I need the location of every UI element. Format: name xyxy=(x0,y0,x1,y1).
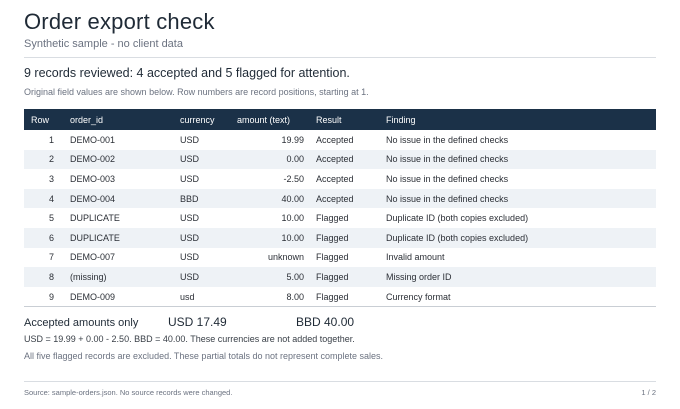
cell-result: Accepted xyxy=(316,134,354,145)
cell-amount: 5.00 xyxy=(286,271,304,282)
table-row: 5 DUPLICATE USD 10.00 Flagged Duplicate ID (b… xyxy=(24,208,656,228)
cell-finding: No issue in the defined checks xyxy=(386,134,509,145)
table-row: 4 DEMO-004 BBD 40.00 Accepted No issue in the… xyxy=(24,188,656,209)
cell-result: Accepted xyxy=(316,154,354,165)
column-header-currency: currency xyxy=(180,114,215,125)
cell-currency: USD xyxy=(180,232,200,243)
page-title: Order export check xyxy=(24,9,215,34)
cell-finding: Invalid amount xyxy=(386,252,445,263)
totals-calculation: USD = 19.99 + 0.00 - 2.50. BBD = 40.00. … xyxy=(24,334,355,344)
cell-order-id: (missing) xyxy=(70,271,107,282)
cell-finding: No issue in the defined checks xyxy=(386,193,509,204)
cell-currency: usd xyxy=(180,291,195,302)
cell-result: Accepted xyxy=(316,173,354,184)
cell-row-number: 8 xyxy=(48,271,54,282)
cell-row-number: 6 xyxy=(48,232,54,243)
cell-amount: 19.99 xyxy=(281,134,304,145)
cell-order-id: DUPLICATE xyxy=(70,232,120,243)
cell-amount: unknown xyxy=(267,252,304,263)
cell-row-number: 7 xyxy=(48,252,54,263)
table-row: 3 DEMO-003 USD -2.50 Accepted No issue in the… xyxy=(24,169,656,189)
cell-result: Flagged xyxy=(316,271,349,282)
table-note: Original field values are shown below. R… xyxy=(24,87,369,97)
cell-row-number: 1 xyxy=(48,134,54,145)
cell-currency: USD xyxy=(180,271,200,282)
cell-row-number: 2 xyxy=(48,154,54,165)
cell-order-id: DUPLICATE xyxy=(70,213,120,224)
cell-row-number: 9 xyxy=(48,291,54,302)
cell-amount: 8.00 xyxy=(286,291,304,302)
cell-finding: No issue in the defined checks xyxy=(386,173,509,184)
accepted-totals: Accepted amounts only USD 17.49 BBD 40.0… xyxy=(24,315,354,329)
summary-text: 9 records reviewed: 4 accepted and 5 fla… xyxy=(24,66,350,80)
column-header-row: Row xyxy=(31,114,50,125)
source-note: Source: sample-orders.json. No source re… xyxy=(24,388,233,397)
table-row: 8 (missing) USD 5.00 Flagged Missing order ID xyxy=(24,267,656,287)
column-header-result: Result xyxy=(316,114,342,125)
cell-amount: 40.00 xyxy=(281,193,304,204)
cell-order-id: DEMO-002 xyxy=(70,154,116,165)
total-usd: USD 17.49 xyxy=(168,315,227,329)
footer-divider xyxy=(24,381,656,382)
cell-currency: USD xyxy=(180,213,200,224)
cell-amount: 10.00 xyxy=(281,232,304,243)
cell-result: Accepted xyxy=(316,193,354,204)
records-table: Row order_id currency amount (text) Resu… xyxy=(24,109,656,306)
cell-currency: USD xyxy=(180,134,200,145)
cell-amount: 0.00 xyxy=(286,154,304,165)
cell-order-id: DEMO-007 xyxy=(70,252,116,263)
table-row: 9 DEMO-009 usd 8.00 Flagged Currency format xyxy=(24,287,656,307)
cell-order-id: DEMO-009 xyxy=(70,291,116,302)
cell-result: Flagged xyxy=(316,291,349,302)
column-header-amount: amount (text) xyxy=(237,114,291,125)
cell-currency: USD xyxy=(180,173,200,184)
cell-row-number: 3 xyxy=(48,173,54,184)
table-row: 2 DEMO-002 USD 0.00 Accepted No issue in the … xyxy=(24,149,656,170)
cell-currency: USD xyxy=(180,154,200,165)
cell-row-number: 4 xyxy=(48,193,54,204)
total-bbd: BBD 40.00 xyxy=(296,315,355,329)
cell-row-number: 5 xyxy=(48,213,54,224)
page-subtitle: Synthetic sample - no client data xyxy=(24,38,183,50)
cell-finding: Duplicate ID (both copies excluded) xyxy=(386,213,529,224)
column-header-finding: Finding xyxy=(386,114,416,125)
cell-finding: Missing order ID xyxy=(386,271,452,282)
exclusion-note: All five flagged records are excluded. T… xyxy=(24,351,384,361)
cell-finding: No issue in the defined checks xyxy=(386,154,509,165)
cell-currency: BBD xyxy=(180,193,199,204)
page-number: 1 / 2 xyxy=(641,388,656,397)
cell-order-id: DEMO-004 xyxy=(70,193,116,204)
cell-result: Flagged xyxy=(316,213,349,224)
header-divider xyxy=(24,57,656,58)
table-divider xyxy=(24,306,656,307)
cell-currency: USD xyxy=(180,252,200,263)
cell-result: Flagged xyxy=(316,232,349,243)
cell-order-id: DEMO-003 xyxy=(70,173,116,184)
cell-amount: -2.50 xyxy=(283,173,304,184)
table-row: 1 DEMO-001 USD 19.99 Accepted No issue in the… xyxy=(24,130,656,150)
totals-label: Accepted amounts only xyxy=(24,317,139,329)
cell-result: Flagged xyxy=(316,252,349,263)
cell-order-id: DEMO-001 xyxy=(70,134,116,145)
table-header-row: Row order_id currency amount (text) Resu… xyxy=(24,109,656,130)
column-header-order-id: order_id xyxy=(70,114,104,125)
table-row: 7 DEMO-007 USD unknown Flagged Invalid amount xyxy=(24,248,656,268)
table-row: 6 DUPLICATE USD 10.00 Flagged Duplicate ID (b… xyxy=(24,227,656,248)
cell-amount: 10.00 xyxy=(281,213,304,224)
cell-finding: Duplicate ID (both copies excluded) xyxy=(386,232,529,243)
cell-finding: Currency format xyxy=(386,291,451,302)
